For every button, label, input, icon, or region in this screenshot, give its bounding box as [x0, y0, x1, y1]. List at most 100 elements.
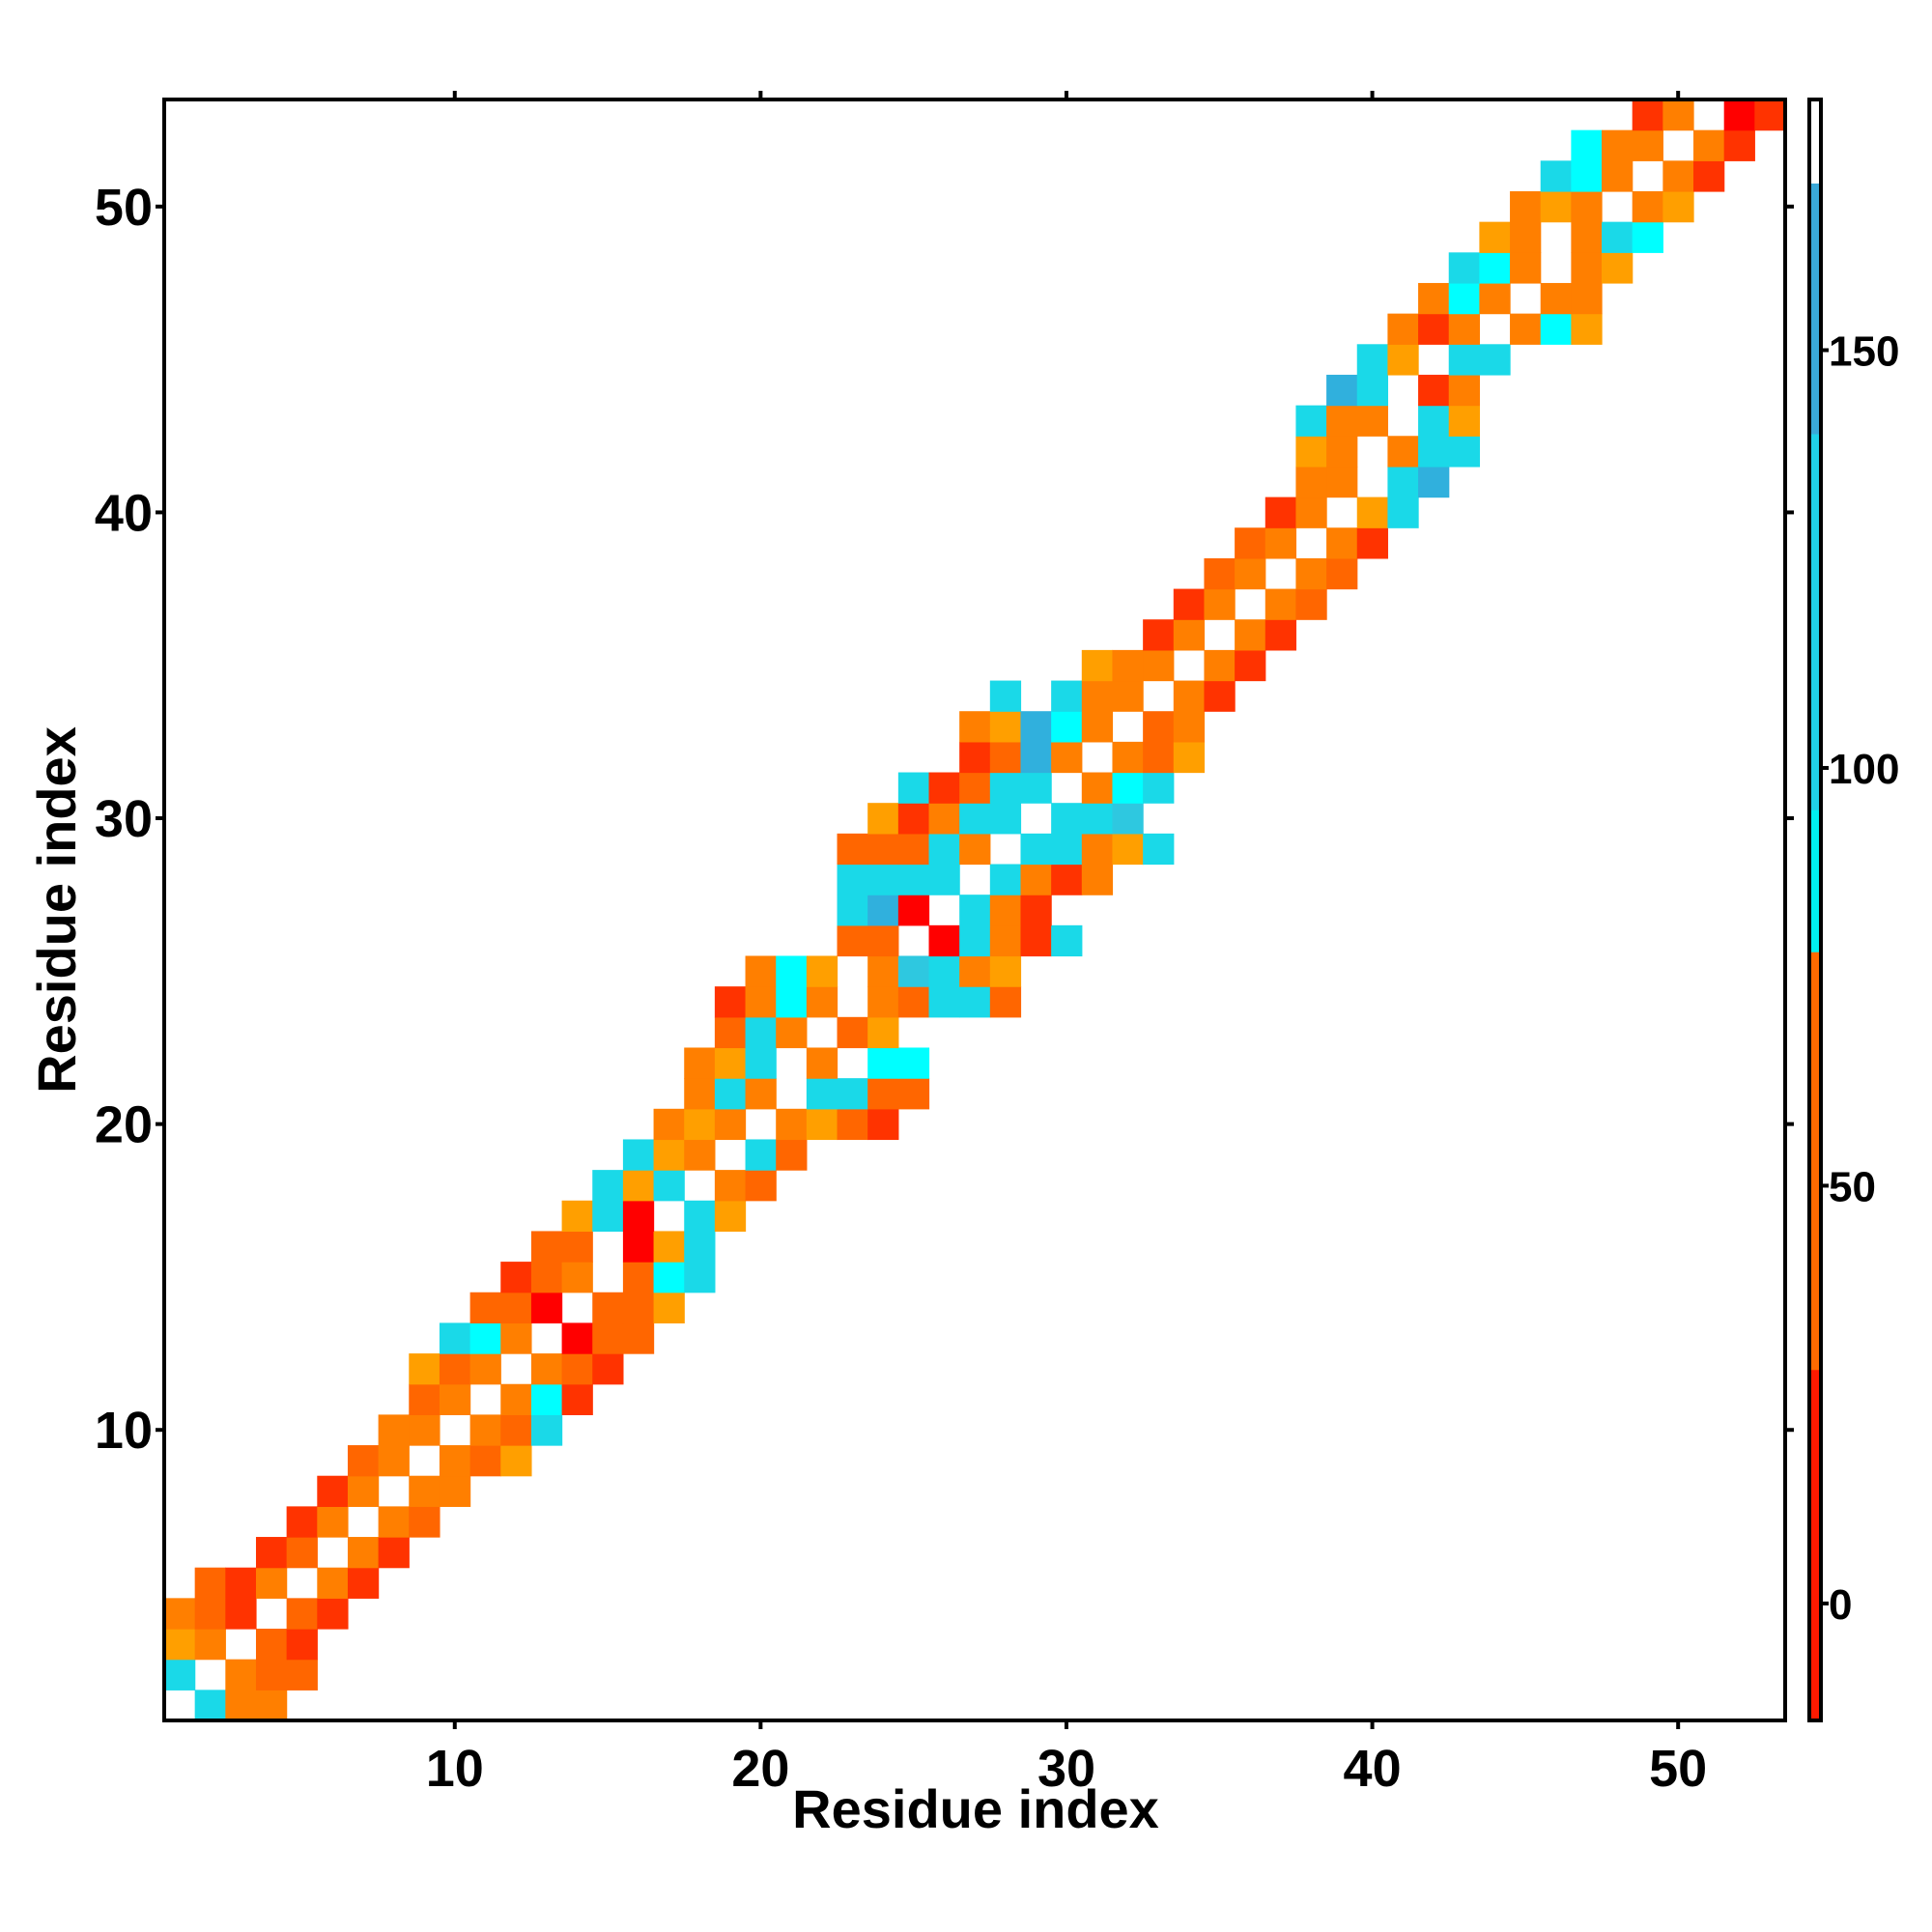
heatmap-cell [1173, 680, 1206, 712]
heatmap-cell [989, 741, 1022, 774]
plot-frame [162, 98, 1787, 1722]
heatmap-cell [255, 1567, 288, 1599]
heatmap-cell [989, 924, 1022, 957]
colorbar-tick-label: 50 [1829, 1163, 1876, 1210]
heatmap-cell [286, 1598, 318, 1630]
heatmap-cell [1112, 803, 1144, 835]
heatmap-cell [1723, 129, 1755, 161]
heatmap-cell [164, 1629, 196, 1661]
heatmap-cell [194, 1567, 226, 1599]
heatmap-cell [225, 1567, 257, 1599]
heatmap-cell [745, 1170, 777, 1202]
heatmap-cell [1540, 313, 1572, 345]
heatmap-cell [469, 1322, 501, 1354]
heatmap-cell [837, 1016, 868, 1049]
heatmap-cell [989, 772, 1022, 804]
heatmap-cell [469, 1353, 501, 1385]
heatmap-cell [1693, 99, 1725, 100]
heatmap-cell [1326, 466, 1358, 498]
heatmap-cell [745, 1139, 777, 1171]
heatmap-cell [1051, 711, 1083, 743]
y-axis-title: Residue index [26, 726, 87, 1094]
heatmap-cell [317, 1475, 349, 1507]
heatmap-cell [1356, 497, 1389, 528]
heatmap-cell [867, 864, 899, 895]
heatmap-cell [714, 1078, 747, 1110]
heatmap-cell [1295, 588, 1327, 620]
heatmap-cell [714, 1170, 747, 1202]
heatmap-cell [867, 1016, 899, 1049]
heatmap-cell [622, 1231, 655, 1263]
heatmap-cell [928, 803, 960, 835]
heatmap-cell [1081, 803, 1114, 835]
heatmap-cell [1020, 772, 1052, 804]
heatmap-cell [1479, 221, 1511, 253]
heatmap-cell [1143, 711, 1175, 743]
heatmap-cell [928, 986, 960, 1018]
heatmap-cell [561, 1353, 593, 1385]
colorbar-band [1809, 99, 1821, 184]
heatmap-cell [286, 1506, 318, 1538]
heatmap-cell [1020, 895, 1052, 926]
colorbar-tick-label: 0 [1829, 1581, 1852, 1629]
heatmap-cell [1448, 405, 1480, 437]
top-axis-ticks [452, 91, 1681, 99]
heatmap-cell [1204, 649, 1236, 682]
heatmap-cell [194, 1598, 226, 1630]
heatmap-cell [1112, 680, 1144, 712]
heatmap-cell [1356, 374, 1389, 407]
heatmap-cell [806, 1078, 838, 1110]
heatmap-cell [561, 1383, 593, 1415]
heatmap-cell [653, 1170, 685, 1202]
heatmap-cell [1510, 313, 1542, 345]
heatmap-cell [1632, 99, 1663, 131]
heatmap-cell [1020, 741, 1052, 774]
heatmap-cell [1235, 557, 1266, 590]
heatmap-cell [1326, 436, 1358, 468]
heatmap-cell [1479, 344, 1511, 376]
heatmap-cell [1448, 374, 1480, 407]
heatmap-cell [1418, 282, 1450, 315]
heatmap-cell [409, 1475, 440, 1507]
heatmap-cell [439, 1322, 471, 1354]
heatmap-cell [837, 833, 868, 866]
heatmap-cell [1571, 221, 1603, 253]
heatmap-cell [592, 1322, 624, 1354]
heatmap-cell [500, 1262, 532, 1293]
heatmap-cell [409, 1414, 440, 1446]
colorbar-tick-label: 150 [1829, 327, 1899, 375]
heatmap-cell [837, 1108, 868, 1141]
heatmap-cell [776, 986, 808, 1018]
heatmap-cell [989, 711, 1022, 743]
heatmap-cell [1602, 160, 1634, 192]
heatmap-cell [714, 986, 747, 1018]
heatmap-cell [1387, 313, 1419, 345]
heatmap-cell [1632, 221, 1663, 253]
heatmap-cell [500, 1383, 532, 1415]
heatmap-cell [714, 1200, 747, 1233]
y-tick-label: 40 [95, 484, 153, 542]
heatmap-cell [928, 955, 960, 987]
heatmap-cell [806, 1047, 838, 1079]
heatmap-cell [1479, 282, 1511, 315]
heatmap-cell [286, 1537, 318, 1569]
heatmap-cell [837, 864, 868, 895]
heatmap-cell [897, 986, 930, 1018]
heatmap-cell [1662, 160, 1694, 192]
heatmap-cell [1051, 803, 1083, 835]
right-axis-ticks [1785, 204, 1794, 1433]
heatmap-cell [1356, 527, 1389, 559]
heatmap-cell [530, 1353, 563, 1385]
heatmap-cell [1051, 924, 1083, 957]
heatmap-cell [989, 986, 1022, 1018]
heatmap-cell [1418, 405, 1450, 437]
heatmap-cell [989, 955, 1022, 987]
heatmap-cell [684, 1108, 716, 1141]
y-axis: 10 20 30 40 50 [95, 179, 164, 1460]
heatmap-cell [530, 1231, 563, 1263]
heatmap-cell [1356, 344, 1389, 376]
heatmap-cell [714, 1047, 747, 1079]
heatmap-cell [1143, 619, 1175, 651]
heatmap-cell [1571, 190, 1603, 223]
heatmap-cell [1112, 772, 1144, 804]
